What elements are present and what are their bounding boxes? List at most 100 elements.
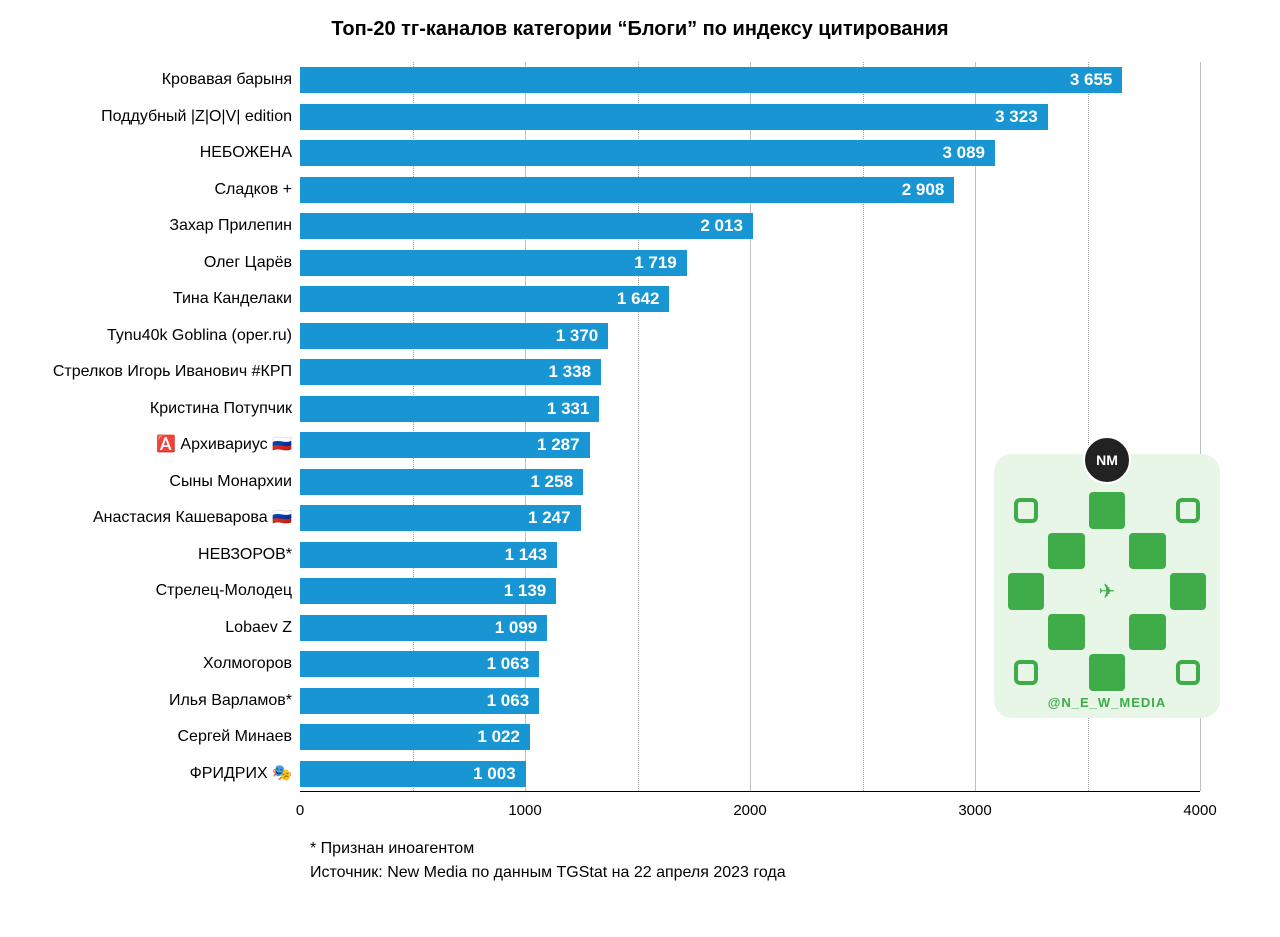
- y-axis-category-label: Tynu40k Goblina (oper.ru): [107, 323, 292, 349]
- y-axis-category-label: ФРИДРИХ 🎭: [190, 761, 292, 787]
- bar: 1 331: [300, 396, 599, 422]
- y-axis-category-label: Стрелец-Молодец: [156, 578, 292, 604]
- bar-value-label: 1 370: [556, 326, 599, 346]
- bar-value-label: 1 063: [487, 654, 530, 674]
- qr-module: [1129, 614, 1165, 651]
- bar-value-label: 1 287: [537, 435, 580, 455]
- y-axis-category-label: НЕБОЖЕНА: [200, 140, 292, 166]
- bar: 1 022: [300, 724, 530, 750]
- x-axis-tick-label: 3000: [958, 802, 991, 819]
- bar: 3 089: [300, 140, 995, 166]
- y-axis-category-label: Захар Прилепин: [169, 213, 292, 239]
- footnote-line: * Признан иноагентом: [310, 840, 786, 858]
- bar: 1 247: [300, 505, 581, 531]
- qr-eye-icon: [1008, 492, 1044, 529]
- y-axis-category-label: Олег Царёв: [204, 250, 292, 276]
- qr-module-empty: [1048, 492, 1084, 529]
- qr-module-empty: [1048, 654, 1084, 691]
- gridline-major: [525, 62, 526, 791]
- bar: 1 287: [300, 432, 590, 458]
- bar: 1 099: [300, 615, 547, 641]
- qr-logo-text: NM: [1096, 452, 1118, 468]
- bar-value-label: 1 642: [617, 289, 660, 309]
- bar: 1 338: [300, 359, 601, 385]
- chart-container: Топ-20 тг-каналов категории “Блоги” по и…: [0, 0, 1280, 937]
- bar-value-label: 1 063: [487, 691, 530, 711]
- bar-value-label: 3 089: [942, 143, 985, 163]
- bar-value-label: 1 331: [547, 399, 590, 419]
- bar-value-label: 2 908: [902, 180, 945, 200]
- qr-eye-icon: [1008, 654, 1044, 691]
- qr-module: [1008, 573, 1044, 610]
- qr-module: [1048, 614, 1084, 651]
- bar-value-label: 3 655: [1070, 70, 1113, 90]
- qr-module-empty: [1170, 533, 1206, 570]
- x-axis-tick-label: 0: [296, 802, 304, 819]
- y-axis-category-label: Тина Канделаки: [173, 286, 292, 312]
- bar: 1 139: [300, 578, 556, 604]
- y-axis-category-label: Кристина Потупчик: [150, 396, 292, 422]
- qr-eye-icon: [1170, 654, 1206, 691]
- footnotes: * Признан иноагентом Источник: New Media …: [310, 840, 786, 882]
- y-axis-category-label: Илья Варламов*: [169, 688, 292, 714]
- bar-value-label: 1 338: [549, 362, 592, 382]
- bar: 2 908: [300, 177, 954, 203]
- bar-value-label: 1 258: [531, 472, 574, 492]
- qr-module-empty: [1129, 492, 1165, 529]
- bar: 1 719: [300, 250, 687, 276]
- y-axis-category-label: Сыны Монархии: [169, 469, 292, 495]
- gridline-major: [750, 62, 751, 791]
- bar: 1 143: [300, 542, 557, 568]
- bar: 1 063: [300, 651, 539, 677]
- bar-value-label: 3 323: [995, 107, 1038, 127]
- x-axis-tick-label: 1000: [508, 802, 541, 819]
- qr-module: [1170, 573, 1206, 610]
- y-axis-category-label: Кровавая барыня: [162, 67, 292, 93]
- y-axis-category-label: Анастасия Кашеварова 🇷🇺: [93, 505, 292, 531]
- qr-eye-icon: [1170, 492, 1206, 529]
- bar: 2 013: [300, 213, 753, 239]
- bar-value-label: 1 143: [505, 545, 548, 565]
- bar-value-label: 2 013: [700, 216, 743, 236]
- y-axis-category-label: НЕВЗОРОВ*: [198, 542, 292, 568]
- qr-module-empty: [1008, 533, 1044, 570]
- chart-title: Топ-20 тг-каналов категории “Блоги” по и…: [0, 18, 1280, 41]
- bar-value-label: 1 719: [634, 253, 677, 273]
- bar: 3 323: [300, 104, 1048, 130]
- gridline-minor: [638, 62, 639, 791]
- qr-module-empty: [1170, 614, 1206, 651]
- bar-value-label: 1 003: [473, 764, 516, 784]
- qr-module: [1089, 654, 1125, 691]
- qr-caption: @N_E_W_MEDIA: [1048, 695, 1167, 710]
- qr-module: [1129, 533, 1165, 570]
- bar-value-label: 1 099: [495, 618, 538, 638]
- gridline-major: [975, 62, 976, 791]
- bar: 1 258: [300, 469, 583, 495]
- bar-value-label: 1 139: [504, 581, 547, 601]
- x-axis-tick-label: 2000: [733, 802, 766, 819]
- y-axis-category-label: Сладков +: [215, 177, 293, 203]
- qr-module: [1089, 492, 1125, 529]
- bar-value-label: 1 022: [477, 727, 520, 747]
- bar: 1 003: [300, 761, 526, 787]
- qr-logo-icon: NM: [1083, 436, 1131, 484]
- qr-center-icon: ✈: [1089, 573, 1125, 610]
- bar: 1 063: [300, 688, 539, 714]
- bar: 1 370: [300, 323, 608, 349]
- qr-module-empty: [1008, 614, 1044, 651]
- gridline-minor: [863, 62, 864, 791]
- y-axis-category-label: 🅰️ Архивариус 🇷🇺: [156, 432, 292, 458]
- y-axis-category-label: Сергей Минаев: [177, 724, 292, 750]
- bar: 3 655: [300, 67, 1122, 93]
- qr-widget: NM ✈ @N_E_W_MEDIA: [994, 454, 1220, 718]
- footnote-line: Источник: New Media по данным TGStat на …: [310, 864, 786, 882]
- qr-module-empty: [1048, 573, 1084, 610]
- qr-module-empty: [1129, 573, 1165, 610]
- y-axis-category-label: Lobaev Z: [225, 615, 292, 641]
- qr-module-empty: [1089, 533, 1125, 570]
- bar-value-label: 1 247: [528, 508, 571, 528]
- y-axis-category-label: Холмогоров: [203, 651, 292, 677]
- y-axis-category-label: Поддубный |Z|O|V| edition: [101, 104, 292, 130]
- qr-code-icon: ✈: [1008, 492, 1206, 691]
- bar: 1 642: [300, 286, 669, 312]
